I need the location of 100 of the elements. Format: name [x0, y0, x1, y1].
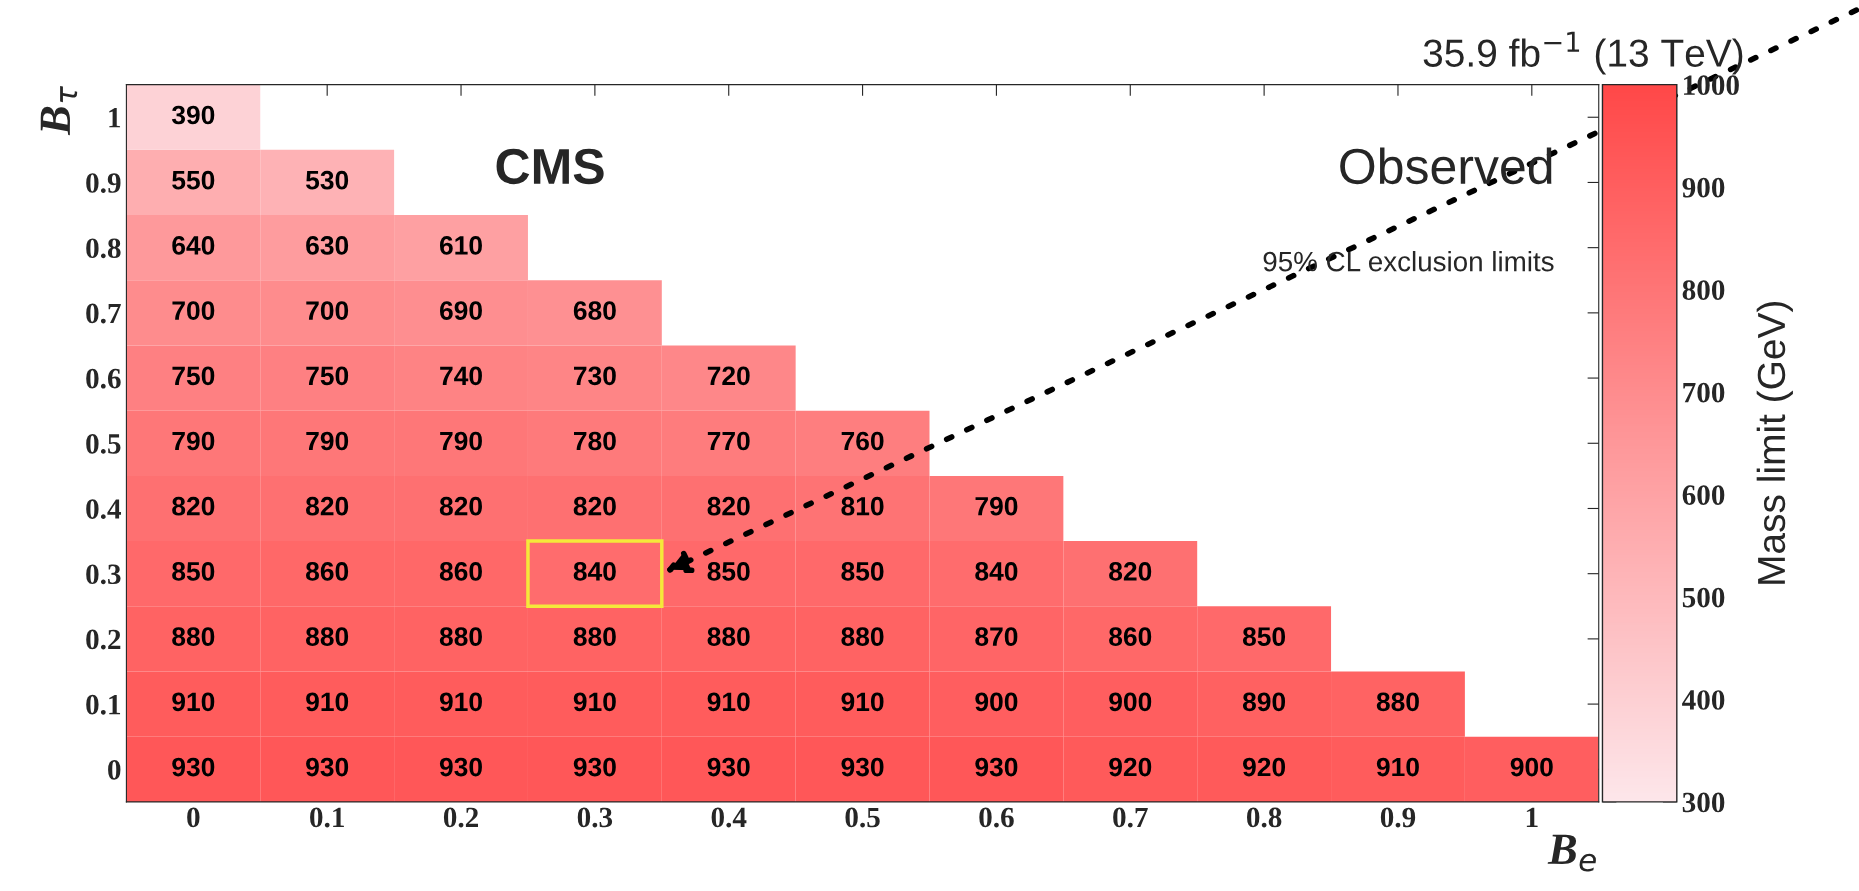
x-tick-label: 0.7 [1113, 807, 1148, 828]
data-label: 700 [172, 301, 215, 320]
y-tick-label: 0.4 [86, 499, 122, 520]
data-label: 820 [172, 496, 215, 516]
data-label: 930 [707, 757, 750, 777]
data-label: 930 [439, 757, 482, 777]
data-label: 880 [306, 627, 349, 646]
data-label: 790 [440, 431, 482, 451]
y-axis-title: B$_{τ}$ [40, 85, 78, 136]
annotation: Observed [1340, 147, 1552, 185]
x-axis-title: B$_{e}$ [1547, 834, 1596, 872]
data-label: 880 [172, 627, 215, 646]
color-bar-label: 800 [1682, 280, 1725, 300]
data-label: 920 [1243, 757, 1286, 777]
data-label: 850 [841, 562, 884, 581]
y-tick-label: 0.8 [86, 238, 121, 259]
color-bar-title: Mass limit (GeV) [1756, 302, 1793, 584]
y-tick-label: 1 [109, 108, 121, 128]
color-bar-label: 300 [1682, 792, 1725, 813]
data-label: 860 [1109, 627, 1152, 646]
y-tick-label: 0.9 [86, 173, 121, 193]
data-label: 880 [707, 627, 750, 646]
data-label: 900 [975, 692, 1018, 712]
x-tick-label: 0.3 [577, 807, 613, 828]
x-tick-label: 0.1 [310, 807, 344, 828]
data-label: 390 [171, 105, 215, 125]
data-label: 770 [707, 431, 750, 451]
y-tick-label: 0.3 [86, 564, 121, 585]
data-label: 700 [306, 301, 349, 320]
data-label: 530 [305, 170, 349, 190]
data-label: 900 [1510, 757, 1553, 777]
data-label: 810 [841, 496, 884, 516]
data-label: 550 [172, 170, 215, 190]
x-tick-label: 0.4 [711, 807, 747, 828]
data-label: 840 [573, 562, 616, 581]
data-label: 910 [172, 692, 215, 712]
x-tick-label: 0.9 [1380, 807, 1416, 828]
data-label: 780 [574, 431, 616, 451]
data-label: 610 [439, 236, 482, 255]
x-tick-label: 0.5 [845, 807, 880, 828]
color-bar-label: 400 [1682, 690, 1725, 710]
x-tick-label: 1 [1526, 807, 1538, 827]
data-label: 680 [573, 301, 616, 320]
data-label: 910 [306, 692, 349, 712]
y-tick-label: 0.7 [86, 303, 121, 324]
data-label: 910 [707, 692, 750, 712]
chart-title: 35.9 fb$^{−1}$ (13 TeV) [1423, 31, 1743, 75]
data-label: 930 [841, 757, 884, 777]
data-label: 910 [1376, 757, 1419, 777]
color-bar-label: 700 [1683, 382, 1725, 403]
x-tick-label: 0.2 [443, 807, 479, 828]
data-label: 740 [440, 366, 482, 386]
data-label: 850 [1242, 627, 1286, 646]
data-label: 860 [306, 562, 349, 581]
x-tick-label: 0.6 [979, 807, 1014, 828]
data-label: 890 [1242, 692, 1286, 712]
data-label: 750 [172, 366, 215, 386]
data-label: 790 [306, 431, 349, 451]
annotation: 95% CL exclusion limits [1263, 251, 1554, 272]
y-tick-label: 0.2 [86, 629, 121, 650]
color-bar-label: 900 [1682, 177, 1725, 198]
data-label: 820 [707, 496, 750, 516]
annotation: CMS [496, 148, 604, 185]
data-label: 850 [172, 562, 215, 581]
data-label: 640 [172, 236, 215, 255]
data-label: 930 [975, 757, 1018, 777]
color-bar-label: 600 [1682, 485, 1725, 505]
y-tick-label: 0.5 [86, 434, 121, 454]
x-tick-label: 0.8 [1247, 807, 1282, 828]
data-label: 870 [975, 627, 1018, 646]
x-tick-label: 0 [187, 807, 200, 828]
data-label: 930 [573, 757, 616, 777]
data-label: 910 [439, 692, 482, 712]
data-label: 850 [707, 562, 750, 581]
data-label: 790 [172, 431, 215, 451]
data-label: 920 [1109, 757, 1152, 777]
data-label: 930 [306, 757, 349, 777]
data-label: 910 [573, 692, 616, 712]
color-bar-label: 500 [1682, 587, 1725, 608]
data-label: 840 [975, 562, 1018, 581]
data-label: 720 [707, 366, 750, 386]
data-label: 880 [1376, 692, 1419, 712]
y-tick-label: 0 [108, 760, 121, 780]
data-label: 820 [573, 496, 616, 516]
data-label: 880 [573, 627, 616, 646]
data-label: 820 [306, 496, 349, 516]
data-label: 910 [841, 692, 884, 712]
data-label: 760 [841, 431, 884, 451]
data-label: 880 [841, 627, 884, 646]
data-label: 820 [1109, 562, 1152, 581]
data-label: 790 [975, 496, 1018, 516]
data-label: 690 [439, 301, 482, 320]
data-label: 750 [306, 366, 349, 386]
data-label: 900 [1109, 692, 1152, 712]
y-tick-label: 0.1 [86, 694, 121, 715]
y-tick-label: 0.6 [86, 368, 121, 389]
data-label: 730 [574, 366, 616, 386]
data-label: 880 [439, 627, 482, 646]
data-label: 930 [172, 757, 215, 777]
data-label: 820 [439, 496, 482, 516]
